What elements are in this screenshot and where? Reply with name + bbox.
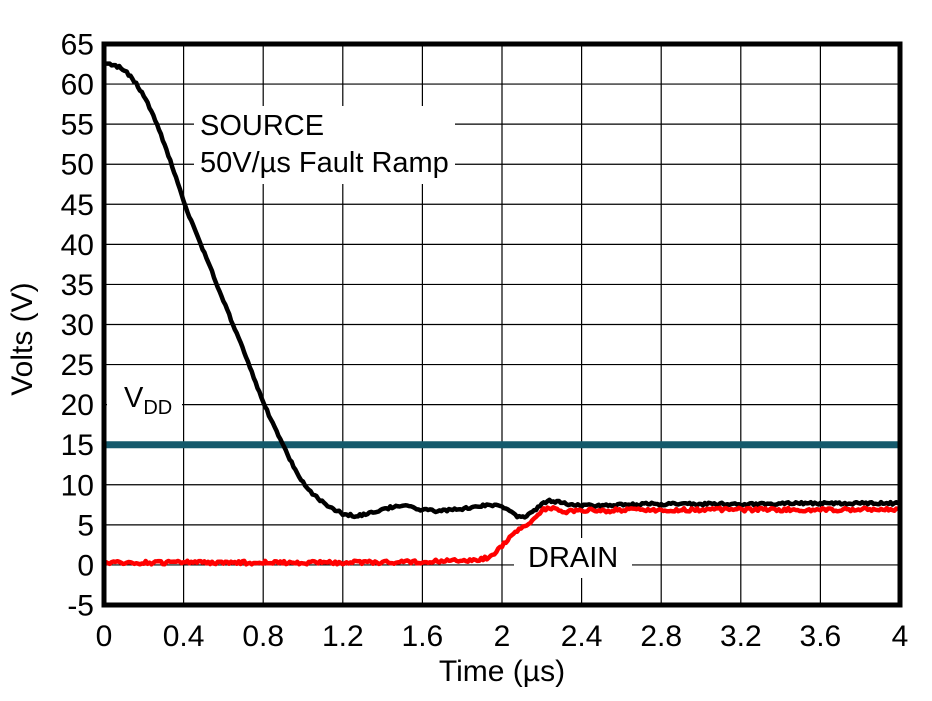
x-tick-label: 2 — [494, 620, 511, 653]
x-tick-label: 4 — [892, 620, 909, 653]
y-tick-label: 5 — [77, 509, 94, 542]
y-tick-label: 40 — [61, 229, 94, 262]
y-tick-label: 60 — [61, 69, 94, 102]
x-tick-label: 0 — [96, 620, 113, 653]
y-tick-label: 20 — [61, 389, 94, 422]
y-tick-label: 55 — [61, 109, 94, 142]
y-tick-label: 65 — [61, 29, 94, 62]
x-tick-label: 2.4 — [561, 620, 603, 653]
y-tick-label: 10 — [61, 469, 94, 502]
x-tick-label: 0.8 — [242, 620, 284, 653]
y-tick-label: 25 — [61, 349, 94, 382]
y-tick-label: 0 — [77, 549, 94, 582]
x-tick-label: 2.8 — [640, 620, 682, 653]
source-annotation: SOURCE 50V/µs Fault Ramp — [194, 106, 455, 184]
plot-border — [101, 41, 903, 608]
source-trace — [104, 61, 900, 520]
y-tick-label: 35 — [61, 269, 94, 302]
vdd-annotation-sub: DD — [143, 397, 173, 419]
y-tick-label: 15 — [61, 429, 94, 462]
x-tick-label: 0.4 — [163, 620, 205, 653]
source-annotation-line1: SOURCE — [200, 110, 325, 142]
y-axis-title: Volts (V) — [6, 282, 39, 396]
x-tick-label: 1.2 — [322, 620, 364, 653]
vdd-annotation: VDD — [107, 378, 183, 421]
x-tick-label: 3.2 — [720, 620, 762, 653]
x-axis-title: Time (µs) — [438, 655, 566, 688]
vdd-annotation-main: V — [124, 382, 144, 414]
drain-annotation: DRAIN — [514, 538, 633, 578]
y-tick-label: 50 — [61, 149, 94, 182]
source-annotation-line2: 50V/µs Fault Ramp — [200, 147, 449, 179]
y-tick-label: 45 — [61, 189, 94, 222]
drain-trace — [104, 505, 900, 567]
y-tick-label: 30 — [61, 309, 94, 342]
y-tick-label: -5 — [67, 590, 94, 623]
x-tick-label: 1.6 — [402, 620, 444, 653]
x-tick-label: 3.6 — [800, 620, 842, 653]
